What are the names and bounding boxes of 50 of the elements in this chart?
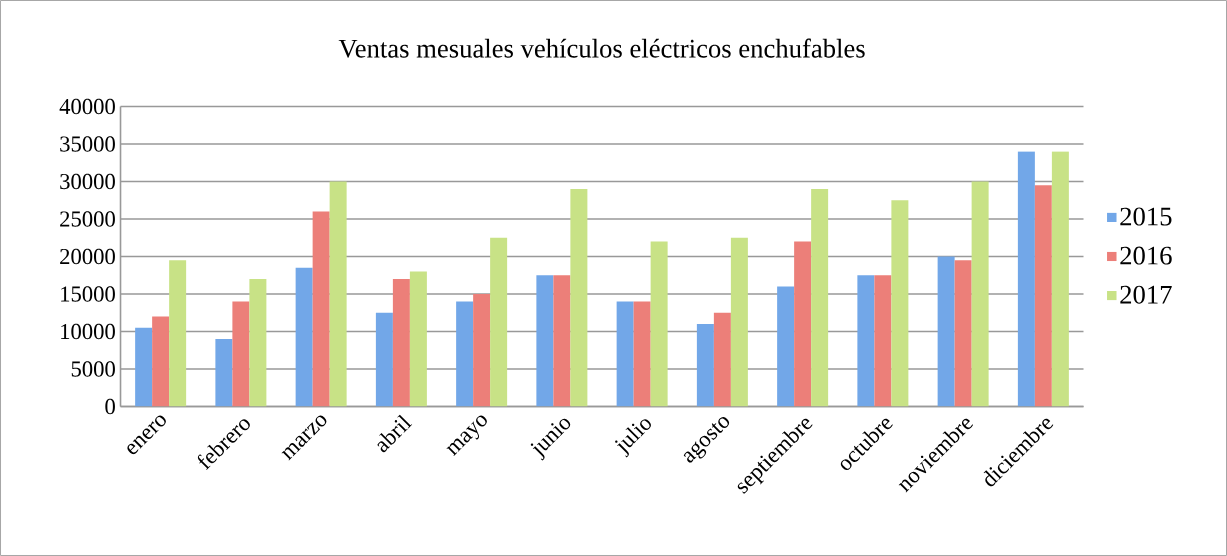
- chart-title: Ventas mesuales vehículos eléctricos enchufables: [338, 38, 865, 58]
- bar: [392, 278, 410, 407]
- bar: [937, 256, 955, 407]
- bar: [954, 260, 972, 407]
- bar: [490, 237, 508, 407]
- bar: [473, 293, 491, 407]
- legend-label: 2015: [1120, 207, 1172, 226]
- bar: [169, 260, 187, 407]
- bar: [152, 316, 170, 407]
- y-tick-label: 10000: [61, 323, 115, 340]
- bar: [409, 271, 427, 407]
- bar: [713, 312, 731, 407]
- bar: [891, 200, 909, 407]
- y-tick-label: 15000: [61, 286, 115, 302]
- y-tick-label: 30000: [60, 173, 115, 190]
- x-tick-label: abril: [377, 414, 413, 453]
- y-tick-label: 5000: [71, 361, 115, 377]
- bar: [135, 327, 153, 407]
- bar: [794, 241, 812, 407]
- y-tick-label: 25000: [60, 211, 115, 227]
- bar: [329, 181, 347, 407]
- bar: [1017, 151, 1035, 407]
- bar: [696, 323, 714, 407]
- bar: [650, 241, 668, 407]
- y-tick-label: 35000: [60, 136, 115, 152]
- bar: [553, 275, 571, 407]
- y-tick-label: 20000: [60, 248, 115, 265]
- bar: [536, 275, 554, 407]
- bar: [375, 312, 393, 407]
- bar: [570, 188, 588, 407]
- legend-label: 2016: [1120, 246, 1172, 265]
- bar: [874, 275, 892, 407]
- legend-label: 2017: [1120, 285, 1172, 304]
- bar: [616, 301, 634, 407]
- bar: [1034, 185, 1052, 407]
- bar: [232, 301, 250, 407]
- bar: [312, 211, 330, 407]
- bar: [857, 275, 875, 407]
- bar: [295, 267, 313, 407]
- bar: [456, 301, 474, 407]
- y-tick-label: 0: [105, 398, 115, 415]
- bar: [777, 286, 795, 407]
- y-tick-label: 40000: [59, 98, 115, 115]
- bar: [633, 301, 651, 407]
- bar: [215, 338, 233, 407]
- bar: [1051, 151, 1069, 407]
- bar: [730, 237, 748, 407]
- bar: [811, 188, 829, 407]
- bar: [249, 278, 267, 407]
- bar: [971, 181, 989, 407]
